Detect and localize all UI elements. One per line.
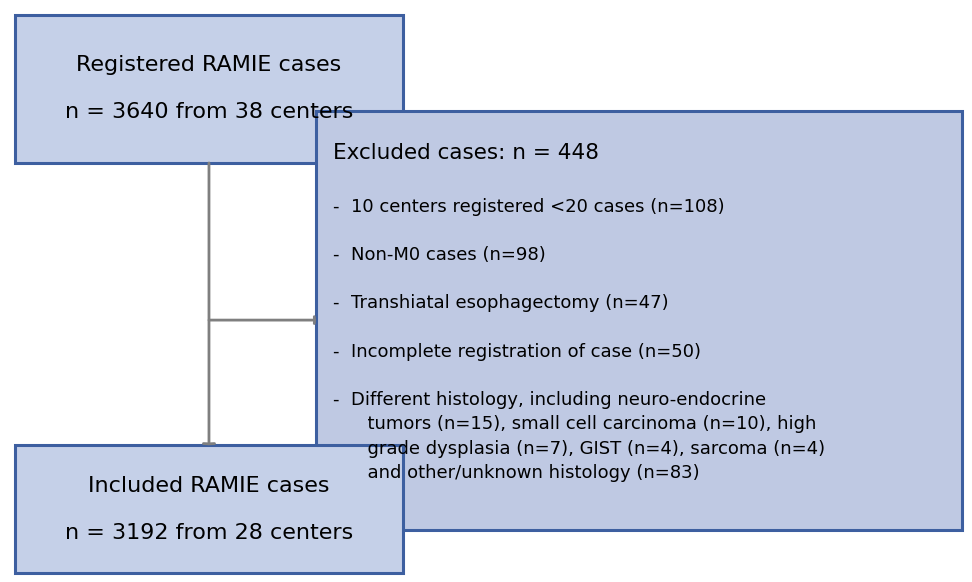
Text: -  10 centers registered <20 cases (n=108): - 10 centers registered <20 cases (n=108… — [333, 198, 725, 216]
Text: n = 3192 from 28 centers: n = 3192 from 28 centers — [65, 523, 353, 542]
FancyBboxPatch shape — [15, 445, 403, 573]
Text: -  Transhiatal esophagectomy (n=47): - Transhiatal esophagectomy (n=47) — [333, 294, 669, 313]
Text: Excluded cases: n = 448: Excluded cases: n = 448 — [333, 143, 600, 162]
Text: Included RAMIE cases: Included RAMIE cases — [88, 476, 330, 496]
Text: -  Different histology, including neuro-endocrine
      tumors (n=15), small cel: - Different histology, including neuro-e… — [333, 391, 825, 482]
Text: n = 3640 from 38 centers: n = 3640 from 38 centers — [65, 102, 353, 122]
FancyBboxPatch shape — [15, 15, 403, 163]
Text: -  Non-M0 cases (n=98): - Non-M0 cases (n=98) — [333, 246, 546, 264]
Text: -  Incomplete registration of case (n=50): - Incomplete registration of case (n=50) — [333, 343, 702, 361]
FancyBboxPatch shape — [316, 111, 962, 530]
Text: Registered RAMIE cases: Registered RAMIE cases — [77, 55, 341, 76]
